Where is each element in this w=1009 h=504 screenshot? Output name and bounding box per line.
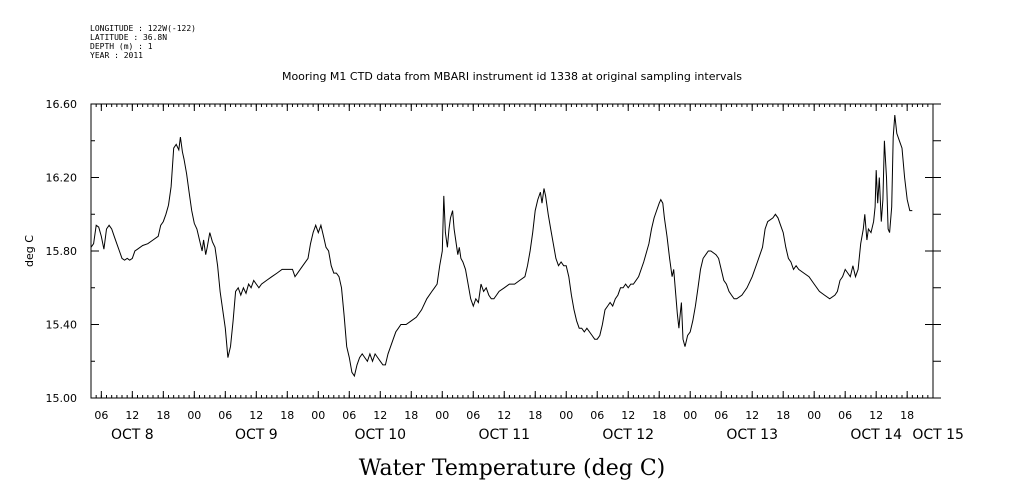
x-tick-label: 12 [869, 409, 883, 422]
x-tick-label: 00 [187, 409, 201, 422]
x-day-label: OCT 9 [235, 427, 278, 443]
series-line-water-temperature [90, 114, 913, 378]
x-tick-label: 00 [807, 409, 821, 422]
y-tick-label: 15.80 [46, 245, 78, 258]
x-tick-label: 00 [311, 409, 325, 422]
x-tick-label: 18 [776, 409, 790, 422]
x-tick-label: 12 [497, 409, 511, 422]
x-tick-label: 18 [652, 409, 666, 422]
x-tick-label: 18 [156, 409, 170, 422]
meta-depth: DEPTH (m) : 1 [90, 42, 153, 51]
x-tick-label: 12 [249, 409, 263, 422]
x-tick-label: 12 [745, 409, 759, 422]
x-day-label: OCT 13 [726, 427, 778, 443]
x-day-label: OCT 10 [354, 427, 406, 443]
x-day-label: OCT 12 [602, 427, 654, 443]
x-tick-label: 06 [714, 409, 728, 422]
metadata-block: LONGITUDE : 122W(-122) LATITUDE : 36.8N … [90, 24, 196, 60]
x-axis-label: Water Temperature (deg C) [359, 456, 666, 481]
x-tick-label: 06 [466, 409, 480, 422]
x-tick-label: 06 [94, 409, 108, 422]
x-tick-label: 06 [590, 409, 604, 422]
x-tick-label: 06 [218, 409, 232, 422]
x-day-label: OCT 11 [478, 427, 530, 443]
x-tick-label: 12 [373, 409, 387, 422]
x-tick-label: 06 [342, 409, 356, 422]
y-tick-label: 16.60 [46, 98, 78, 111]
meta-latitude: LATITUDE : 36.8N [90, 33, 167, 42]
y-axis-label: deg C [23, 235, 36, 267]
x-day-label: OCT 14 [850, 427, 902, 443]
x-tick-label: 00 [435, 409, 449, 422]
x-tick-label: 18 [280, 409, 294, 422]
y-tick-label: 15.40 [46, 319, 78, 332]
x-tick-label: 00 [559, 409, 573, 422]
x-day-label: OCT 8 [111, 427, 154, 443]
x-tick-label: 06 [838, 409, 852, 422]
chart-title: Mooring M1 CTD data from MBARI instrumen… [282, 70, 742, 83]
x-tick-label: 00 [683, 409, 697, 422]
x-tick-label: 12 [621, 409, 635, 422]
x-tick-label: 18 [900, 409, 914, 422]
plot-frame [90, 103, 934, 399]
x-day-label: OCT 15 [912, 427, 964, 443]
x-tick-label: 18 [404, 409, 418, 422]
meta-year: YEAR : 2011 [90, 51, 143, 60]
y-tick-label: 16.20 [46, 172, 78, 185]
labels-layer: 06 12 18 00 06 12 18 00 06 12 18 00 06 12 18 00 06 12 18 00… [46, 98, 964, 443]
y-tick-label: 15.00 [46, 392, 78, 405]
ticks-layer [90, 103, 941, 399]
meta-longitude: LONGITUDE : 122W(-122) [90, 24, 196, 33]
x-tick-label: 12 [125, 409, 139, 422]
x-tick-label: 18 [528, 409, 542, 422]
